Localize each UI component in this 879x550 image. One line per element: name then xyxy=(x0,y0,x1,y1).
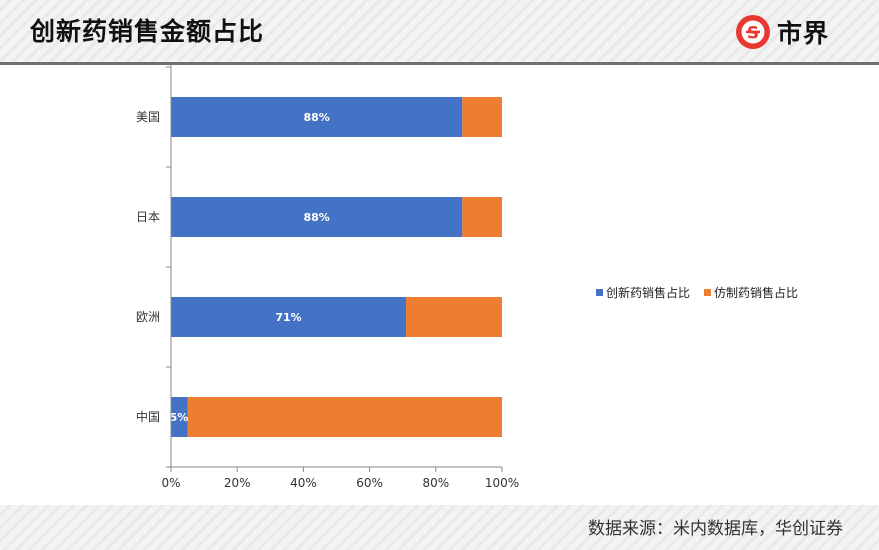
legend-swatch xyxy=(596,289,603,296)
generic-bar-3 xyxy=(187,397,503,437)
category-label: 美国 xyxy=(136,110,160,124)
x-tick-label: 60% xyxy=(356,476,383,490)
svg-text:S: S xyxy=(747,24,759,44)
header-bar xyxy=(0,0,879,62)
x-tick-label: 40% xyxy=(290,476,317,490)
footer-bar xyxy=(0,505,879,550)
x-tick-label: 0% xyxy=(161,476,180,490)
category-label: 欧洲 xyxy=(136,310,160,324)
category-label: 日本 xyxy=(136,210,160,224)
chart-legend: 创新药销售占比 仿制药销售占比 xyxy=(596,284,812,301)
data-label: 5% xyxy=(170,411,189,424)
legend-label: 创新药销售占比 xyxy=(606,286,691,300)
x-tick-label: 100% xyxy=(485,476,519,490)
page-title: 创新药销售金额占比 xyxy=(30,17,265,46)
header-divider xyxy=(0,62,879,65)
legend-swatch xyxy=(704,289,712,296)
category-label: 中国 xyxy=(136,409,160,424)
innovative-bar-1 xyxy=(171,197,463,237)
data-label: 88% xyxy=(303,111,329,124)
innovative-bar-3 xyxy=(171,397,188,437)
data-source-note: 数据来源：米内数据库，华创证券 xyxy=(588,519,843,539)
innovative-bar-2 xyxy=(171,297,407,337)
x-tick-label: 20% xyxy=(224,476,251,490)
generic-bar-0 xyxy=(462,97,502,137)
legend-item: 创新药销售占比 xyxy=(596,284,690,301)
legend-item: 仿制药销售占比 xyxy=(704,284,798,301)
logo-text: 市界 xyxy=(777,19,830,48)
data-label: 88% xyxy=(303,211,329,224)
generic-bar-1 xyxy=(462,197,502,237)
data-label: 71% xyxy=(275,311,301,324)
stacked-bar-chart: 美国 88% 日本 88% 欧洲 71% 中国 5% 0% 20% 40% 60% 80% 100% xyxy=(136,65,519,490)
x-tick-label: 80% xyxy=(422,476,449,490)
brand-logo: S 市界 xyxy=(735,14,829,50)
generic-bar-2 xyxy=(406,297,502,337)
s-badge-icon: S xyxy=(736,15,770,49)
innovative-bar-0 xyxy=(171,97,463,137)
legend-label: 仿制药销售占比 xyxy=(714,286,799,300)
